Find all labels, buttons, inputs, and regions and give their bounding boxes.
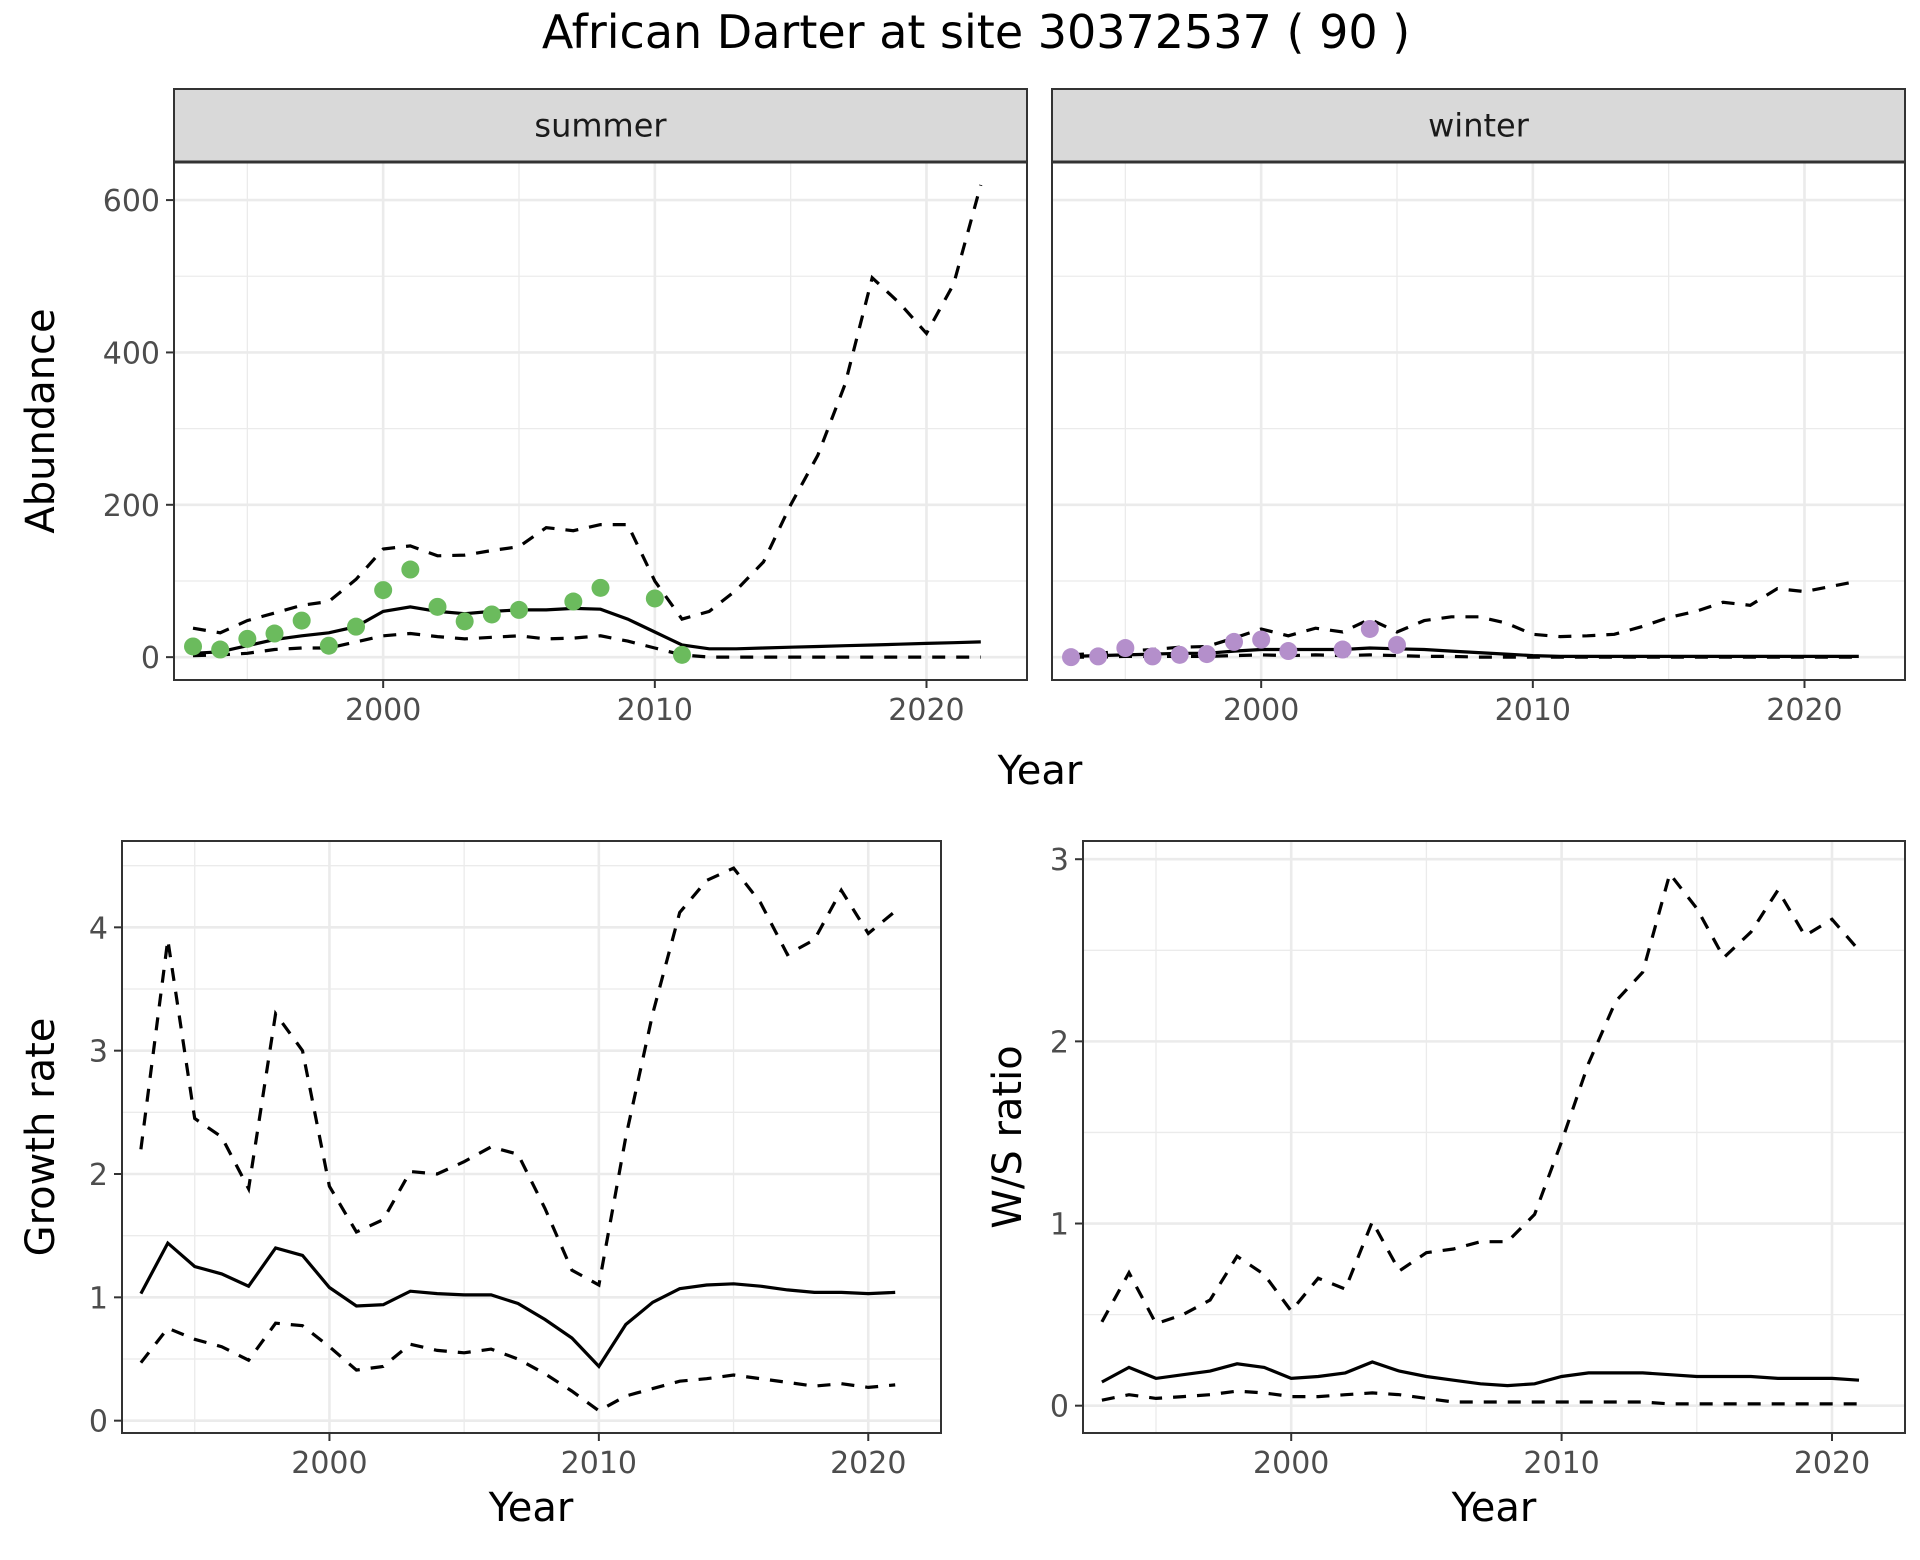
y-axis-title-growth: Growth rate [18,1018,64,1257]
facet-strip-summer [173,88,1028,163]
y-tick-label: 1 [1050,1208,1069,1243]
observed-point-winter [1170,645,1189,664]
ws_ratio-lower-line [1101,1389,1859,1406]
facet-label-winter: winter [1428,107,1530,145]
observed-point-summer [347,617,366,636]
observed-point-summer [591,578,610,597]
summer-estimate-line [192,605,981,655]
observed-point-winter [1089,647,1108,666]
y-tick-label: 1 [89,1281,108,1316]
observed-point-winter [1333,640,1352,659]
y-tick-label: 400 [103,336,160,371]
x-tick-label: 2000 [1253,1446,1329,1481]
observed-point-summer [510,600,529,619]
x-tick-label: 2000 [1223,693,1299,728]
x-tick-label: 2010 [617,693,693,728]
plot-area-winter [1051,161,1906,681]
ws_ratio-upper-line [1100,870,1861,1326]
facet-strip-winter [1051,88,1906,163]
y-axis-title-summer: Abundance [18,308,64,533]
observed-point-summer [374,581,393,600]
panel-border-growth [121,840,942,1434]
y-axis-title-ws_ratio: W/S ratio [985,1045,1031,1228]
y-tick-label: 4 [89,911,108,946]
y-tick-label: 2 [1050,1025,1069,1060]
observed-point-summer [672,645,691,664]
observed-point-winter [1197,645,1216,664]
plot-area-ws_ratio [1082,840,1906,1434]
x-tick-label: 2010 [1523,1446,1599,1481]
y-tick-label: 200 [103,489,160,524]
observed-point-winter [1252,630,1271,649]
observed-point-winter [1360,619,1379,638]
y-tick-label: 2 [89,1158,108,1193]
x-tick-label: 2020 [888,693,964,728]
observed-point-winter [1279,642,1298,661]
observed-point-summer [292,611,311,630]
observed-point-summer [428,597,447,616]
y-tick-label: 3 [1050,843,1069,878]
panel-ws_ratio: 2000 2010 2020 0 1 2 3 W/S ratio Year [985,840,1906,1531]
y-tick-label: 0 [1050,1390,1069,1425]
x-tick-label: 2010 [561,1446,637,1481]
observed-point-summer [564,592,583,611]
observed-point-winter [1388,635,1407,654]
figure-title: African Darter at site 30372537 ( 90 ) [542,5,1410,59]
observed-point-winter [1116,639,1135,658]
panel-winter: winter 2000 2010 2020 [1051,88,1906,728]
y-tick-label: 0 [141,641,160,676]
ws_ratio-estimate-line [1101,1360,1860,1388]
observed-point-summer [265,624,284,643]
observed-point-winter [1225,632,1244,651]
observed-point-summer [184,637,203,656]
growth-upper-line [139,866,897,1288]
y-tick-label: 3 [89,1035,108,1070]
x-axis-title-abundance: Year [997,748,1083,794]
y-tick-label: 0 [89,1405,108,1440]
x-tick-label: 2000 [345,693,421,728]
summer-upper-line [192,184,983,635]
observed-point-summer [211,640,230,659]
panel-border-ws_ratio [1082,840,1906,1434]
observed-point-summer [319,636,338,655]
observed-point-winter [1143,647,1162,666]
x-tick-label: 2020 [1794,1446,1870,1481]
x-axis-title-growth: Year [488,1485,574,1531]
facet-label-summer: summer [534,107,667,145]
plot-area-summer [173,161,1028,681]
observed-point-summer [455,612,474,631]
x-tick-label: 2000 [291,1446,367,1481]
observed-point-summer [238,629,257,648]
observed-point-winter [1062,648,1081,667]
x-tick-label: 2020 [1766,693,1842,728]
panel-summer: summer 2000 2010 2020 0 200 400 600 Abundance [18,88,1028,728]
observed-point-summer [401,560,420,579]
observed-point-summer [645,589,664,608]
growth-estimate-line [139,1240,896,1369]
y-tick-label: 600 [103,184,160,219]
plot-area-growth [121,840,942,1434]
observed-point-summer [482,605,501,624]
x-tick-label: 2020 [830,1446,906,1481]
panel-growth: 2000 2010 2020 0 1 2 3 4 Growth rate Year [18,840,942,1531]
x-tick-label: 2010 [1495,693,1571,728]
x-axis-title-ws_ratio: Year [1451,1485,1537,1531]
